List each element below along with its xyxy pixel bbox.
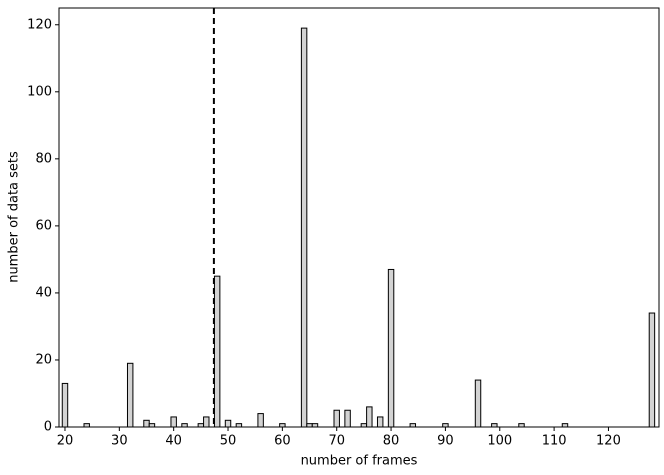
bar [648, 312, 656, 428]
bar [518, 423, 525, 428]
x-tick-label: 20 [57, 434, 74, 449]
bar [181, 423, 188, 428]
y-tick-label: 120 [27, 17, 52, 32]
bar [376, 416, 384, 428]
bar [366, 406, 373, 428]
bar [257, 413, 264, 428]
bar [213, 275, 221, 428]
y-tick-label: 0 [44, 420, 52, 435]
bar [203, 416, 210, 428]
y-axis-label: number of data sets [7, 151, 22, 283]
x-tick-label: 110 [542, 434, 567, 449]
x-tick-label: 120 [596, 434, 621, 449]
plot-frame [58, 7, 660, 428]
bar [491, 423, 498, 428]
bar [143, 419, 150, 428]
bar [442, 423, 449, 428]
x-tick-label: 60 [274, 434, 291, 449]
bar [474, 379, 482, 428]
bar [126, 362, 134, 428]
y-tick-label: 40 [35, 285, 52, 300]
bar [306, 423, 313, 428]
x-axis-label: number of frames [301, 454, 418, 469]
y-tick-label: 20 [35, 352, 52, 367]
bar [344, 409, 351, 428]
bar [409, 423, 417, 428]
bar [311, 423, 319, 428]
bar [170, 416, 177, 428]
x-tick-label: 70 [328, 434, 345, 449]
x-tick-label: 100 [487, 434, 512, 449]
y-tick-label: 60 [35, 218, 52, 233]
x-tick-label: 50 [220, 434, 237, 449]
bar [235, 423, 243, 428]
bar [148, 423, 156, 428]
bar [360, 423, 368, 428]
bar [279, 423, 286, 428]
bar [83, 423, 90, 428]
x-tick-label: 90 [437, 434, 454, 449]
bar [561, 423, 569, 428]
x-tick-label: 30 [111, 434, 128, 449]
bar [197, 423, 205, 428]
bar [61, 382, 69, 428]
x-tick-label: 40 [165, 434, 182, 449]
y-tick-label: 100 [27, 84, 52, 99]
bar [224, 419, 232, 428]
bar [333, 409, 340, 428]
bar [300, 27, 308, 428]
bar [387, 268, 395, 428]
y-tick-label: 80 [35, 151, 52, 166]
x-tick-label: 80 [383, 434, 400, 449]
